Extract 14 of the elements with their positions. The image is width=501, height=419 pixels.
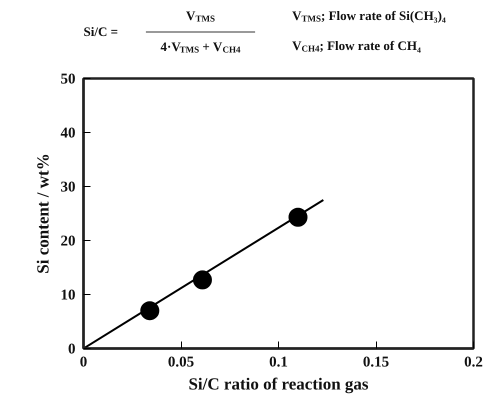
y-tick-label: 40 <box>60 126 76 142</box>
y-tick-label: 30 <box>60 180 76 196</box>
x-tick-label: 0.2 <box>464 354 483 370</box>
y-axis-title: Si content / wt% <box>34 153 52 274</box>
y-tick-label: 50 <box>60 72 76 88</box>
y-tick-label: 10 <box>60 288 76 304</box>
y-tick-label: 20 <box>60 234 76 250</box>
x-tick-label: 0.15 <box>362 354 390 370</box>
x-tick-label: 0.05 <box>168 354 194 370</box>
text: Si/C = <box>84 24 118 39</box>
x-axis-title: Si/C ratio of reaction gas <box>188 374 369 394</box>
y-tick-label: 0 <box>68 342 76 358</box>
x-tick-label: 0 <box>80 354 88 370</box>
x-tick-label: 0.1 <box>269 354 288 370</box>
